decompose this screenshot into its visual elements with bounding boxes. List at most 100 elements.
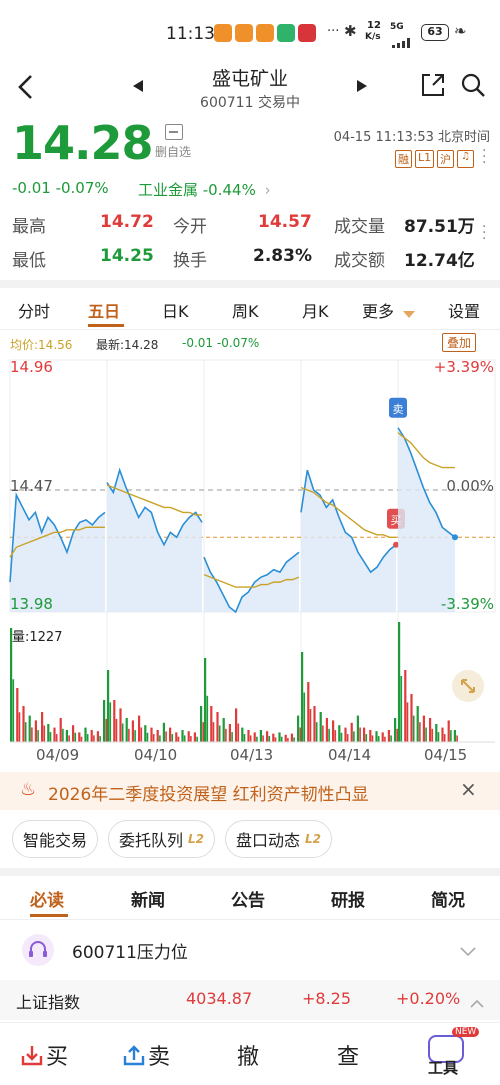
volume-bar — [72, 725, 75, 742]
back-icon[interactable] — [14, 72, 38, 102]
pct-label-top: +3.39% — [433, 358, 494, 376]
volume-bar — [128, 728, 130, 742]
chip-order-book[interactable]: 盘口动态 L2 — [225, 820, 333, 858]
sell-button[interactable]: 卖 — [122, 1037, 192, 1073]
volume-bar — [218, 725, 221, 742]
volume-bar — [181, 730, 184, 742]
volume-bar — [243, 734, 246, 742]
tab-weekly-k[interactable]: 周K — [232, 302, 259, 321]
battery-level: 63 — [427, 25, 443, 38]
volume-bar — [90, 730, 93, 742]
y-label-top: 14.96 — [10, 358, 53, 376]
search-icon[interactable] — [460, 72, 486, 98]
volume-bar — [41, 712, 44, 742]
volume-bar — [140, 727, 143, 742]
volume-bar — [301, 652, 304, 742]
volume-bar — [162, 722, 165, 742]
volume-value: 87.51万 — [404, 217, 475, 237]
volume-bar — [293, 737, 295, 742]
tab-profile[interactable]: 简况 — [431, 891, 465, 911]
volume-bar — [363, 727, 366, 742]
volume-bar — [410, 694, 413, 742]
sell-icon — [123, 1045, 145, 1066]
promo-banner[interactable]: ♨ 2026年二季度投资展望 红利资产韧性凸显 × — [0, 772, 500, 810]
volume-bar — [431, 728, 434, 742]
cancel-button[interactable]: 撤 — [237, 1045, 260, 1070]
exchange-badge[interactable]: 沪 — [437, 150, 455, 168]
prev-stock-icon[interactable] — [131, 78, 145, 94]
expand-chart-icon[interactable] — [452, 670, 484, 702]
chevron-up-icon[interactable] — [470, 994, 484, 1008]
query-button[interactable]: 查 — [337, 1045, 360, 1070]
volume-bar — [274, 737, 277, 742]
volume-bar — [404, 670, 407, 742]
volume-bar — [10, 628, 13, 742]
volume-bar — [84, 727, 87, 742]
margin-badge[interactable]: 融 — [395, 150, 412, 168]
tab-daily-k[interactable]: 日K — [162, 302, 189, 321]
volume-bar — [319, 712, 322, 742]
volume-bar — [387, 730, 390, 742]
next-stock-icon[interactable] — [355, 78, 369, 94]
price-chart-svg: 买卖 — [9, 359, 496, 743]
volume-bar — [78, 732, 81, 742]
banner-text: 2026年二季度投资展望 红利资产韧性凸显 — [48, 785, 369, 805]
chevron-down-icon[interactable] — [460, 942, 476, 957]
amount-value: 12.74亿 — [404, 251, 475, 271]
tab-must-read[interactable]: 必读 — [30, 891, 64, 911]
tab-announcements[interactable]: 公告 — [231, 891, 265, 911]
banner-close-icon[interactable]: × — [460, 777, 477, 801]
level1-badge[interactable]: L1 — [415, 150, 435, 168]
tab-monthly-k[interactable]: 月K — [302, 302, 329, 321]
bluetooth-icon: ✱ — [344, 22, 357, 40]
volume-bar — [443, 734, 446, 742]
volume-bar — [284, 734, 287, 742]
volume-bar — [297, 715, 300, 742]
pressure-row[interactable]: 600711压力位 — [0, 924, 500, 976]
index-bar[interactable]: 上证指数 4034.87 +8.25 +0.20% — [0, 980, 500, 1020]
price-line — [106, 467, 203, 547]
battery-icon: 63 — [421, 24, 449, 41]
open-value: 14.57 — [258, 212, 312, 232]
more-dropdown-icon[interactable] — [402, 305, 416, 318]
overlay-button[interactable]: 叠加 — [442, 333, 477, 352]
volume-bar — [212, 722, 215, 742]
chip-smart-trade[interactable]: 智能交易 — [12, 820, 99, 858]
remove-watchlist-button[interactable]: 删自选 — [155, 124, 205, 164]
volume-bar — [109, 702, 112, 742]
stats-more-icon[interactable]: · · · — [482, 219, 487, 247]
stock-name: 盛屯矿业 — [211, 68, 288, 90]
volume-bar — [228, 724, 231, 742]
volume-bar — [237, 723, 240, 742]
alert-bell-icon[interactable]: ♫ — [457, 150, 475, 168]
share-icon[interactable] — [420, 72, 446, 98]
volume-bar — [412, 715, 415, 742]
volume-bar — [441, 727, 444, 742]
tab-more[interactable]: 更多 — [362, 302, 395, 321]
tab-news[interactable]: 新闻 — [131, 891, 165, 911]
price-line — [397, 427, 456, 538]
x-axis-labels: 04/09 04/10 04/13 04/14 04/15 — [0, 746, 500, 766]
volume-bar — [231, 732, 233, 742]
tab-research[interactable]: 研报 — [331, 891, 365, 911]
volume-bar — [241, 727, 244, 742]
volume-bar — [138, 715, 141, 742]
sector-link[interactable]: 工业金属 -0.44% › — [138, 179, 271, 200]
badge-group: 融 L1 沪 ♫ — [395, 150, 475, 168]
tab-settings[interactable]: 设置 — [448, 302, 481, 321]
turnover-label: 换手 — [173, 251, 207, 271]
avg-price-line — [300, 486, 396, 539]
tab-intraday[interactable]: 分时 — [18, 302, 51, 321]
chip-order-queue[interactable]: 委托队列 L2 — [108, 820, 216, 858]
price-chart[interactable]: 买卖 14.96 14.47 13.98 +3.39% 0.00% -3.39%… — [0, 354, 500, 766]
volume-bar — [59, 718, 62, 742]
chevron-right-icon: › — [264, 181, 271, 199]
quote-more-icon[interactable]: · · · — [482, 143, 487, 171]
tab-five-day[interactable]: 五日 — [88, 302, 121, 321]
volume-bar — [450, 730, 452, 742]
tools-button[interactable]: NEW 工具 — [422, 1027, 480, 1083]
buy-button[interactable]: 买 — [20, 1037, 90, 1073]
chart-tabs: 分时 五日 日K 周K 月K 更多 设置 — [0, 288, 500, 330]
volume-bar — [204, 658, 207, 742]
l2-badge: L2 — [305, 832, 322, 846]
